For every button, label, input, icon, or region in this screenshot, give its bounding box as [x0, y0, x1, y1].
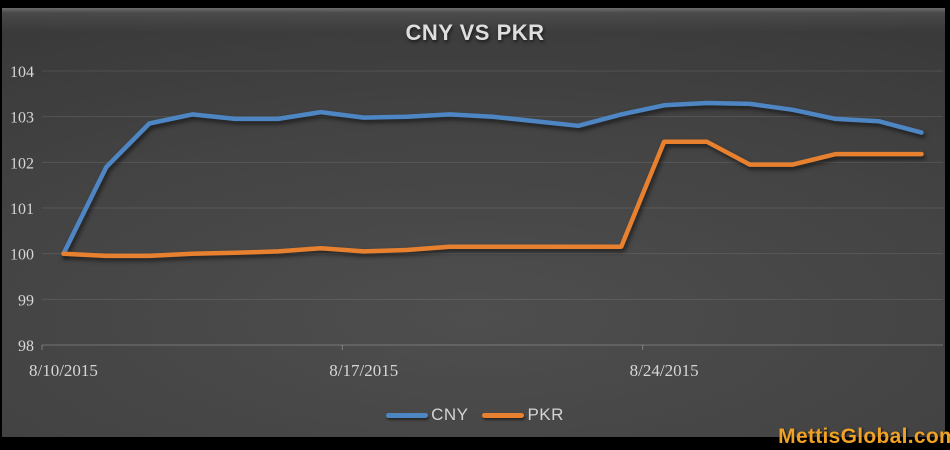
x-tick-label: 8/24/2015 [630, 361, 699, 380]
chart-title: CNY VS PKR [405, 20, 545, 45]
legend-label-pkr: PKR [527, 405, 564, 424]
y-tick-label: 102 [10, 155, 34, 172]
chart-legend: CNY PKR [0, 405, 950, 425]
cny-line-swatch [386, 412, 429, 418]
y-tick-label: 104 [10, 64, 34, 81]
y-tick-label: 103 [10, 110, 34, 127]
y-tick-label: 99 [18, 292, 34, 309]
chart-surface [2, 8, 945, 437]
series-line-pkr [61, 139, 924, 259]
legend-item-cny[interactable]: CNY [386, 405, 468, 425]
y-tick-label: 100 [10, 247, 34, 264]
y-tick-label: 98 [18, 338, 34, 355]
y-tick-label: 101 [10, 201, 34, 218]
pkr-line-swatch [482, 412, 525, 418]
series-line-cny [61, 100, 924, 256]
x-tick-label: 8/17/2015 [329, 361, 398, 380]
legend-item-pkr[interactable]: PKR [482, 405, 563, 425]
x-tick-label: 8/10/2015 [29, 361, 98, 380]
legend-label-cny: CNY [431, 405, 469, 424]
watermark-brand: MettisGlobal.com [778, 425, 950, 448]
